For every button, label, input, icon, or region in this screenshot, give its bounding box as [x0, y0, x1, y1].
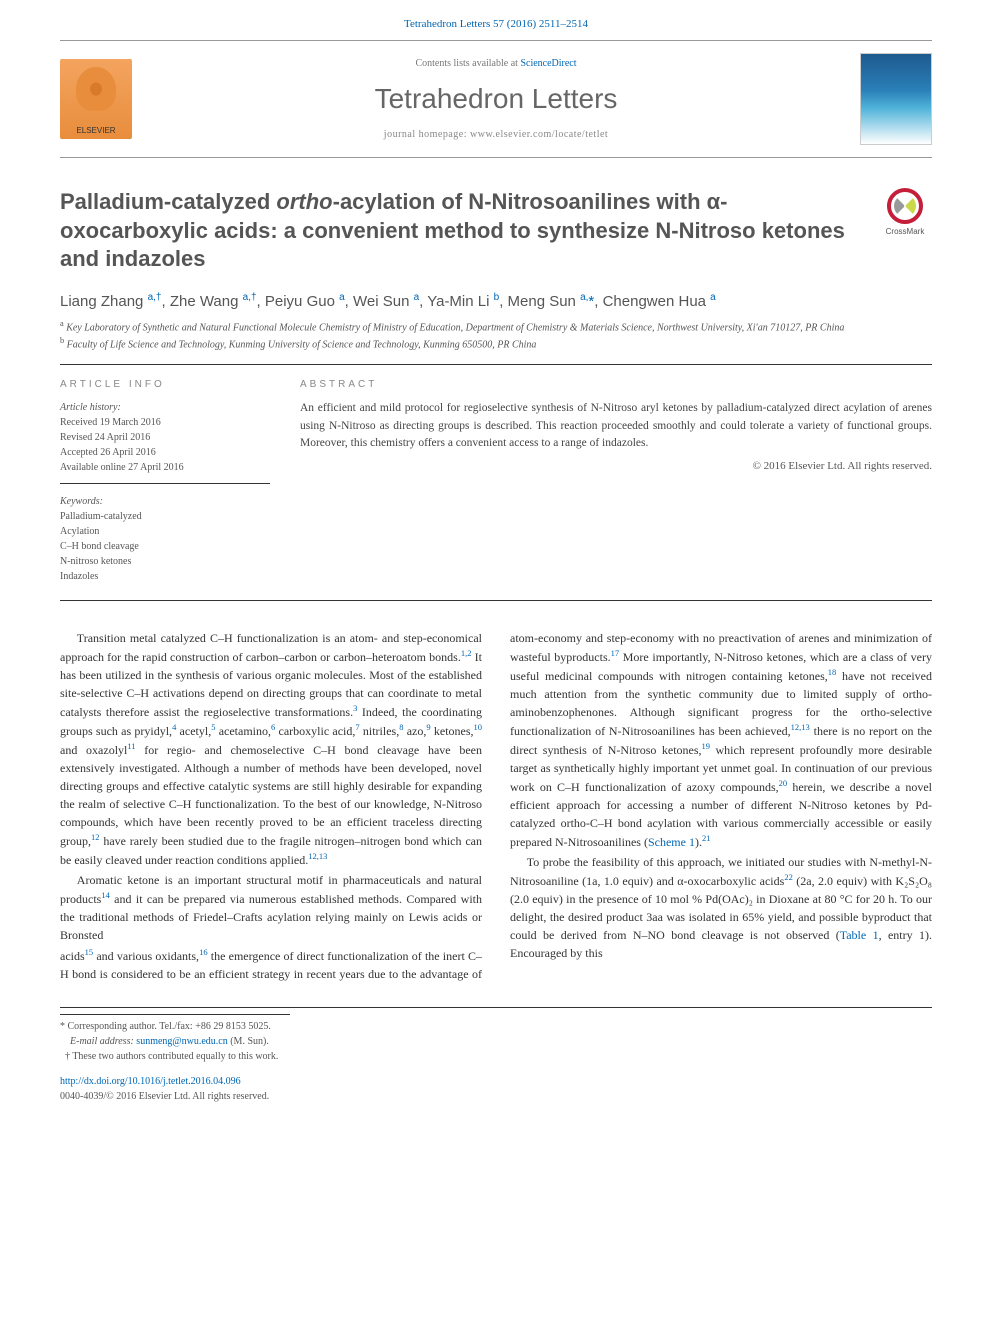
- article-title: Palladium-catalyzed ortho-acylation of N…: [60, 188, 932, 274]
- contents-line: Contents lists available at ScienceDirec…: [152, 58, 840, 69]
- keyword-3: N-nitroso ketones: [60, 556, 131, 567]
- history-received: Received 19 March 2016: [60, 417, 161, 428]
- author-list: Liang Zhang a,†, Zhe Wang a,†, Peiyu Guo…: [60, 292, 932, 310]
- homepage-url[interactable]: www.elsevier.com/locate/tetlet: [470, 129, 608, 140]
- abstract-copyright: © 2016 Elsevier Ltd. All rights reserved…: [300, 460, 932, 472]
- keywords-label: Keywords:: [60, 494, 270, 509]
- article-info-heading: ARTICLE INFO: [60, 379, 270, 390]
- crossmark-widget[interactable]: CrossMark: [878, 188, 932, 236]
- email-name: (M. Sun).: [230, 1036, 269, 1047]
- abstract-text: An efficient and mild protocol for regio…: [300, 400, 932, 452]
- keyword-0: Palladium-catalyzed: [60, 511, 142, 522]
- article-header: CrossMark Palladium-catalyzed ortho-acyl…: [60, 188, 932, 365]
- body-para-2: Aromatic ketone is an important structur…: [60, 871, 482, 944]
- body-para-4: To probe the feasibility of this approac…: [510, 853, 932, 962]
- email-link[interactable]: sunmeng@nwu.edu.cn: [136, 1036, 227, 1047]
- affiliation-b: b Faculty of Life Science and Technology…: [60, 335, 932, 352]
- email-line: E-mail address: sunmeng@nwu.edu.cn (M. S…: [60, 1034, 932, 1049]
- abstract-column: ABSTRACT An efficient and mild protocol …: [300, 379, 932, 584]
- keyword-2: C–H bond cleavage: [60, 541, 139, 552]
- keyword-1: Acylation: [60, 526, 99, 537]
- info-abstract-row: ARTICLE INFO Article history: Received 1…: [60, 379, 932, 601]
- citation-text: Tetrahedron Letters 57 (2016) 2511–2514: [404, 18, 588, 30]
- masthead-center: Contents lists available at ScienceDirec…: [152, 58, 840, 140]
- article-info-column: ARTICLE INFO Article history: Received 1…: [60, 379, 270, 584]
- homepage-prefix: journal homepage:: [384, 129, 470, 140]
- masthead: ELSEVIER Contents lists available at Sci…: [60, 40, 932, 158]
- sciencedirect-link[interactable]: ScienceDirect: [520, 58, 576, 69]
- keywords-block: Keywords: Palladium-catalyzed Acylation …: [60, 494, 270, 584]
- history-online: Available online 27 April 2016: [60, 462, 184, 473]
- crossmark-label: CrossMark: [886, 227, 925, 236]
- crossmark-icon: [887, 188, 923, 224]
- article-history: Article history: Received 19 March 2016 …: [60, 400, 270, 484]
- equal-contrib: † These two authors contributed equally …: [60, 1049, 932, 1064]
- doi-link[interactable]: http://dx.doi.org/10.1016/j.tetlet.2016.…: [60, 1074, 932, 1089]
- article-body: Transition metal catalyzed C–H functiona…: [60, 629, 932, 983]
- affiliation-a: a Key Laboratory of Synthetic and Natura…: [60, 318, 932, 335]
- issn-copyright: 0040-4039/© 2016 Elsevier Ltd. All right…: [60, 1091, 269, 1102]
- journal-name: Tetrahedron Letters: [152, 83, 840, 115]
- elsevier-logo[interactable]: ELSEVIER: [60, 59, 132, 139]
- page-footer: * Corresponding author. Tel./fax: +86 29…: [60, 1007, 932, 1104]
- email-label: E-mail address:: [70, 1036, 134, 1047]
- journal-cover-thumbnail[interactable]: [860, 53, 932, 145]
- keyword-4: Indazoles: [60, 571, 98, 582]
- history-label: Article history:: [60, 402, 121, 413]
- homepage-line: journal homepage: www.elsevier.com/locat…: [152, 129, 840, 140]
- citation-bar: Tetrahedron Letters 57 (2016) 2511–2514: [0, 0, 992, 40]
- abstract-heading: ABSTRACT: [300, 379, 932, 390]
- corresponding-author: * Corresponding author. Tel./fax: +86 29…: [60, 1019, 932, 1034]
- history-accepted: Accepted 26 April 2016: [60, 447, 156, 458]
- contents-prefix: Contents lists available at: [415, 58, 520, 69]
- body-para-1: Transition metal catalyzed C–H functiona…: [60, 629, 482, 869]
- affiliations: a Key Laboratory of Synthetic and Natura…: [60, 318, 932, 366]
- elsevier-logo-text: ELSEVIER: [76, 126, 115, 135]
- history-revised: Revised 24 April 2016: [60, 432, 150, 443]
